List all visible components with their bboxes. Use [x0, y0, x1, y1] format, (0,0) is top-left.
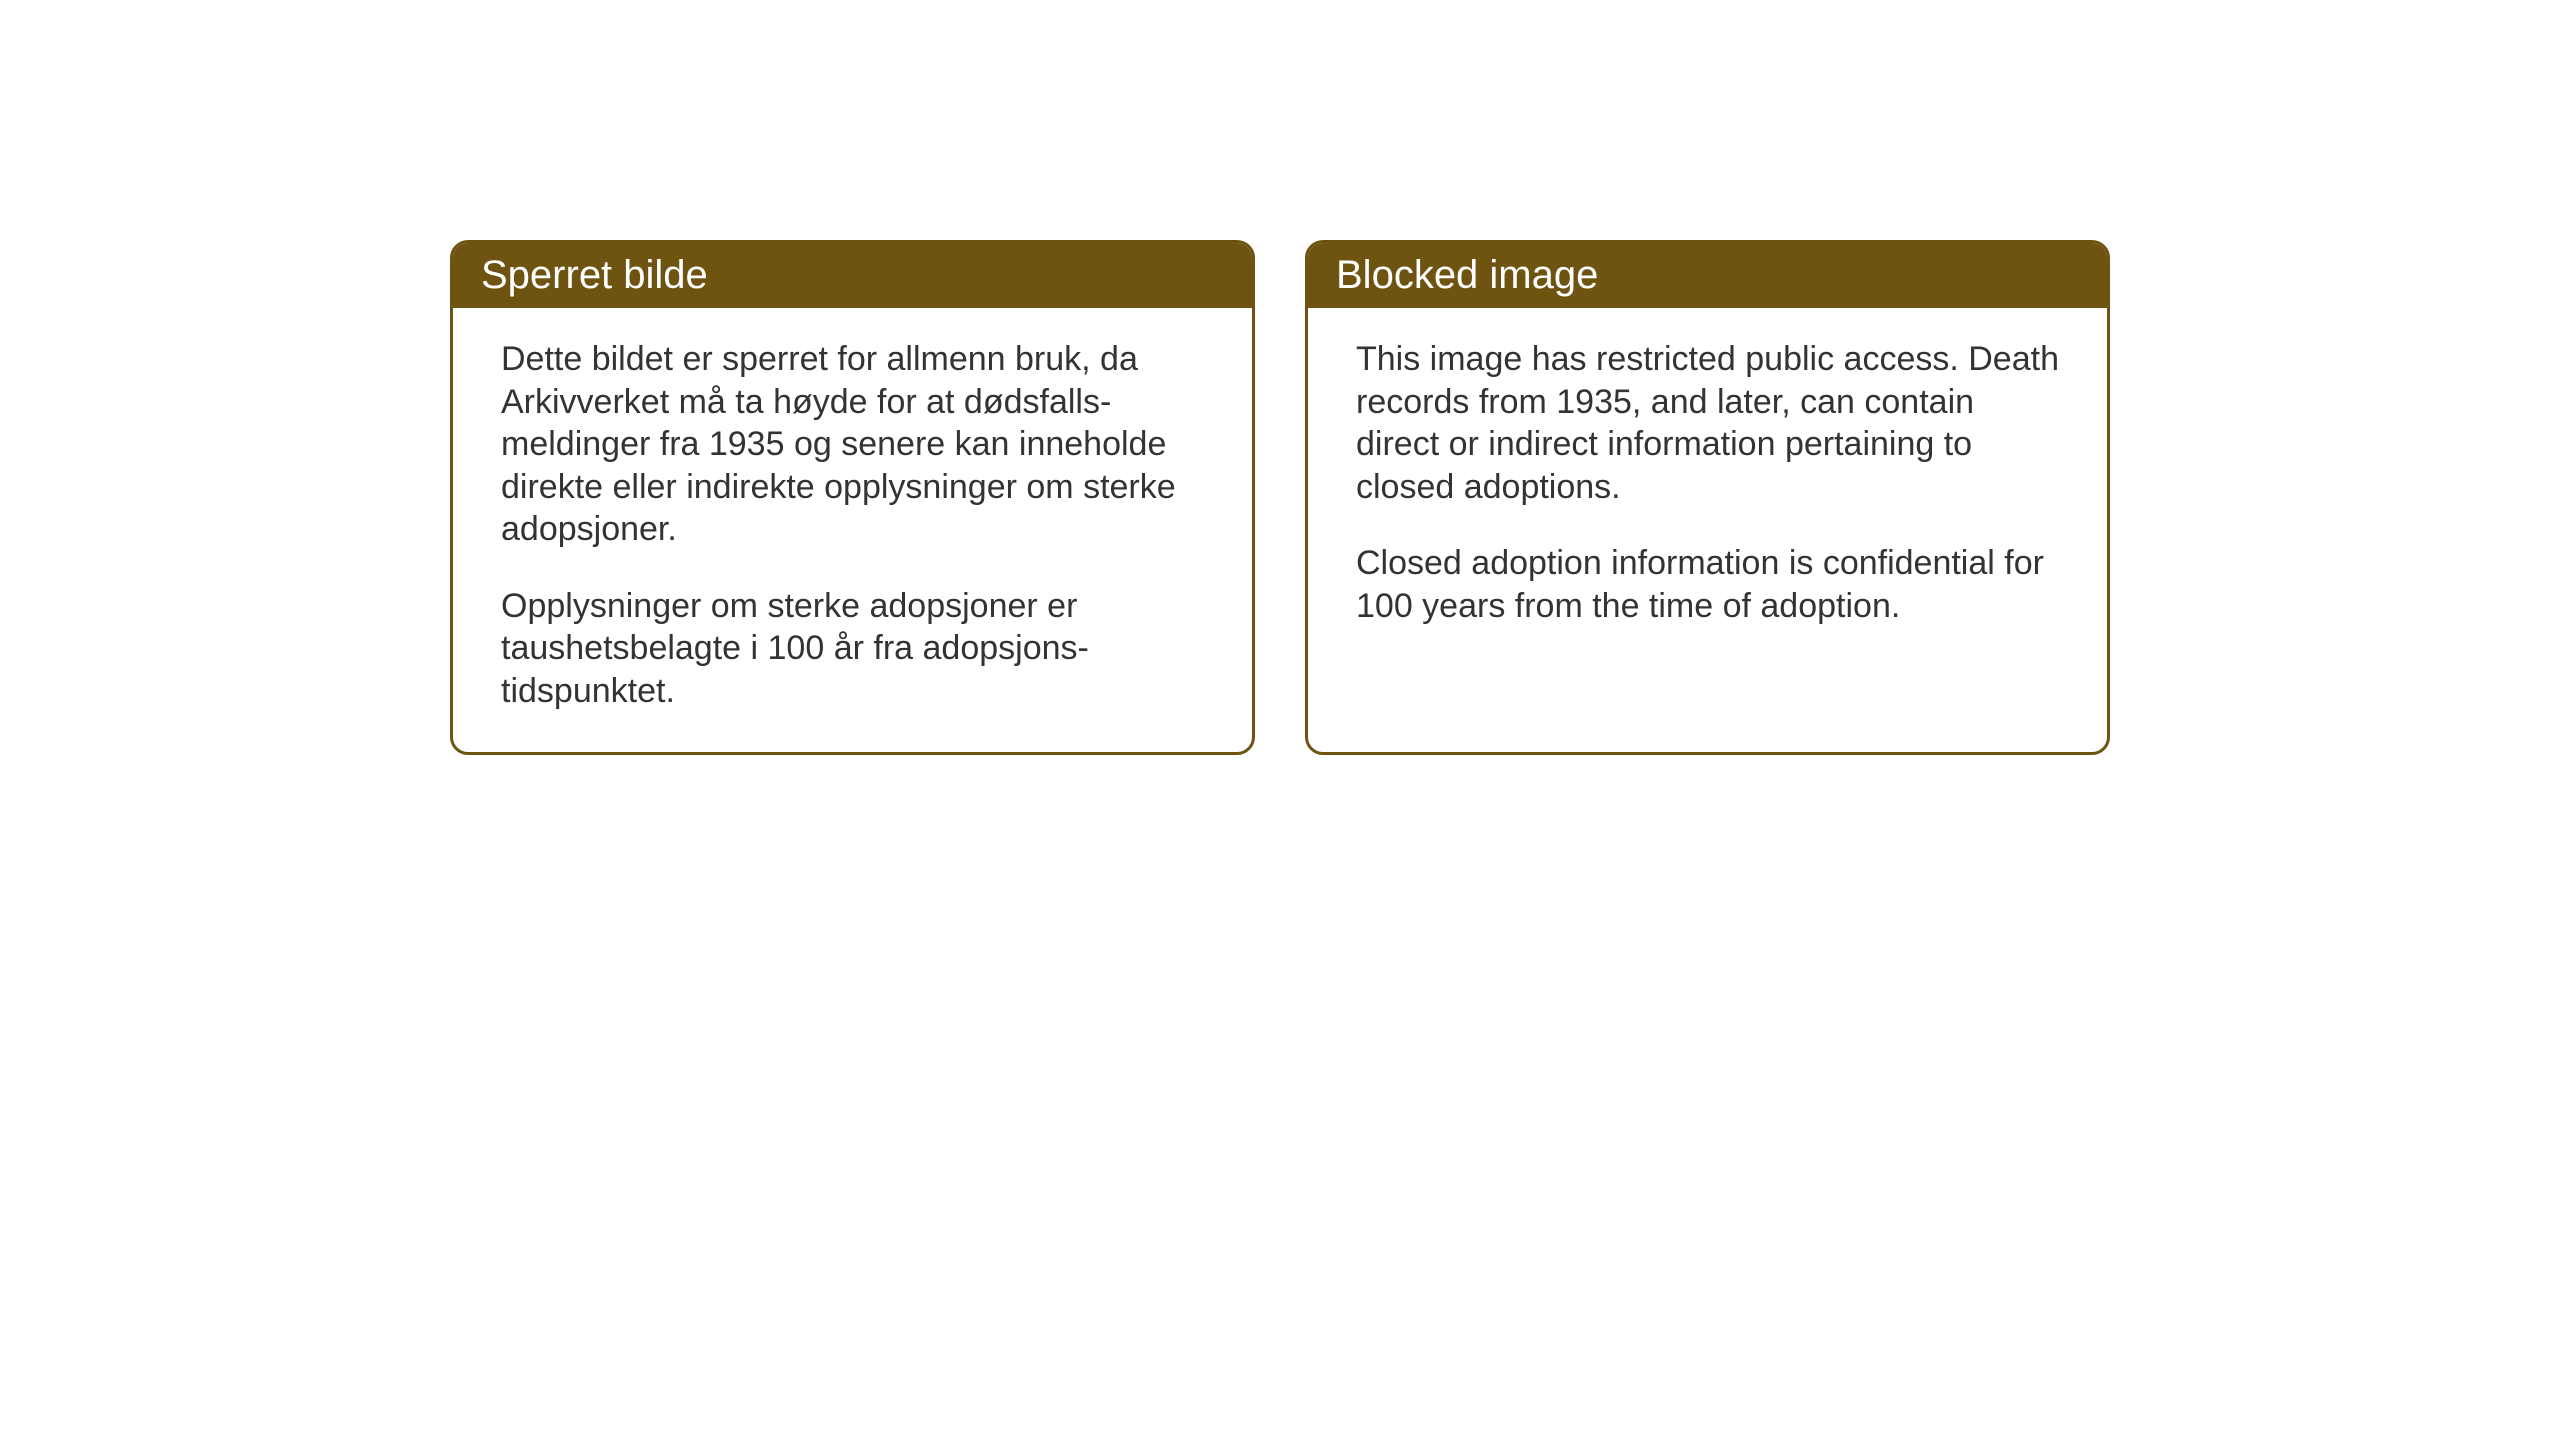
paragraph-norwegian-2: Opplysninger om sterke adopsjoner er tau…	[501, 585, 1204, 713]
paragraph-norwegian-1: Dette bildet er sperret for allmenn bruk…	[501, 338, 1204, 551]
notice-container: Sperret bilde Dette bildet er sperret fo…	[450, 240, 2110, 755]
card-body-norwegian: Dette bildet er sperret for allmenn bruk…	[453, 308, 1252, 752]
paragraph-english-1: This image has restricted public access.…	[1356, 338, 2059, 508]
card-header-norwegian: Sperret bilde	[453, 243, 1252, 308]
card-header-english: Blocked image	[1308, 243, 2107, 308]
notice-card-norwegian: Sperret bilde Dette bildet er sperret fo…	[450, 240, 1255, 755]
notice-card-english: Blocked image This image has restricted …	[1305, 240, 2110, 755]
card-body-english: This image has restricted public access.…	[1308, 308, 2107, 748]
paragraph-english-2: Closed adoption information is confident…	[1356, 542, 2059, 627]
